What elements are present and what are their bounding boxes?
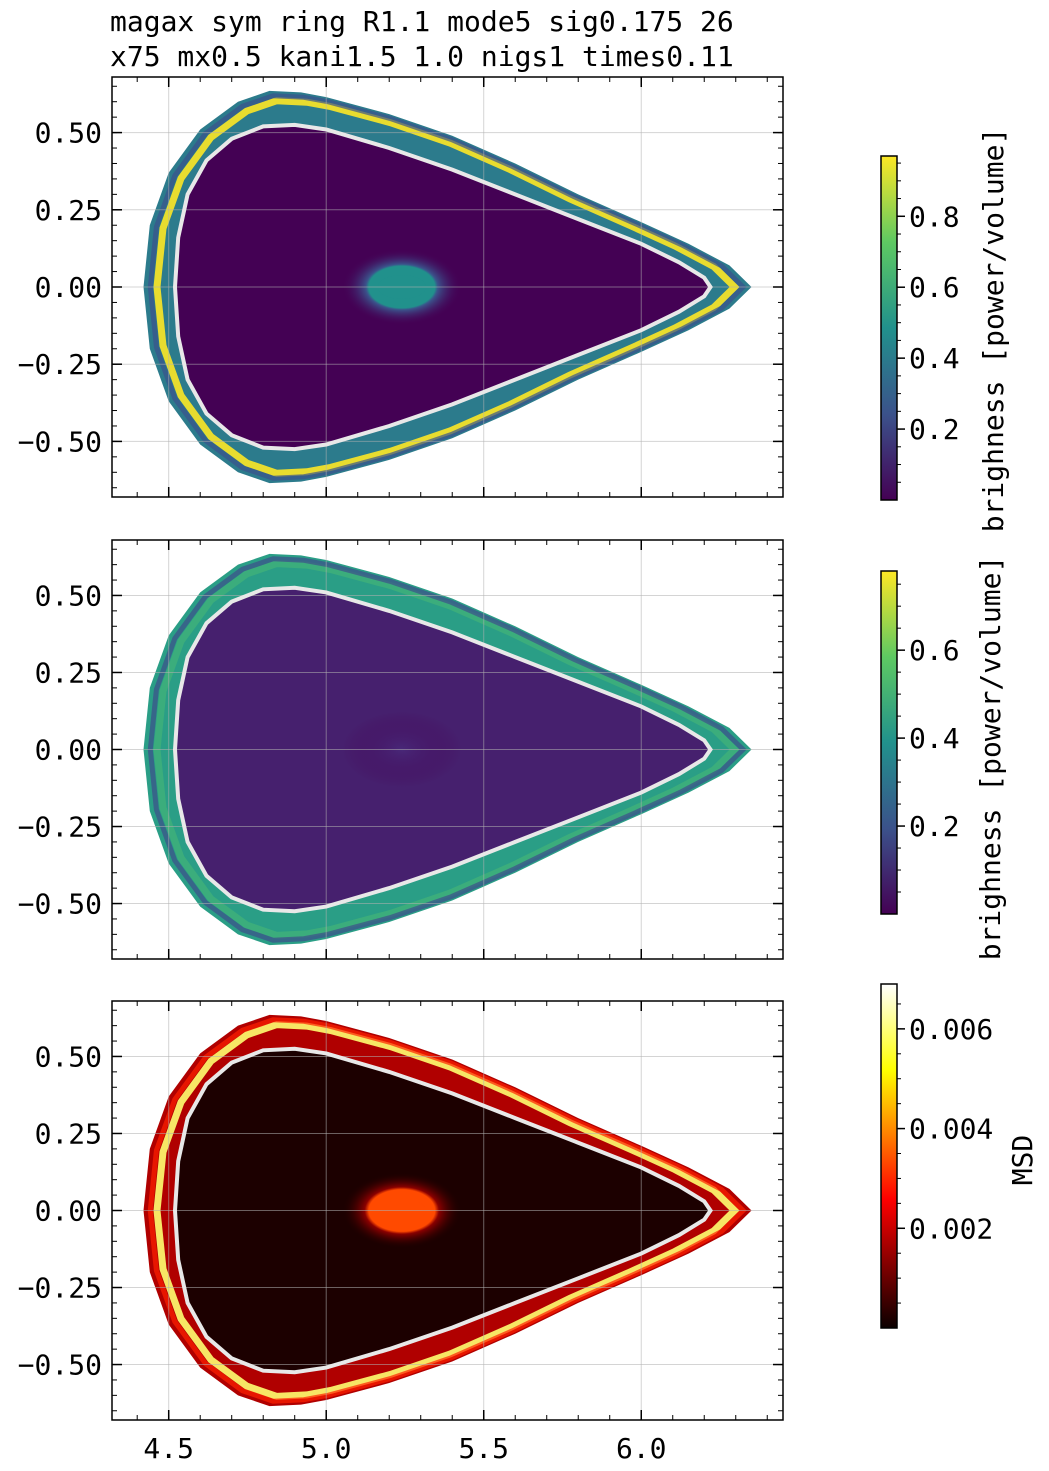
colorbar-label-bottom: MSD: [1006, 1135, 1039, 1186]
colorbar-tick-label: 0.2: [909, 810, 960, 843]
panel-bottom-msd: 0.50 0.25 0.00 −0.25 −0.50 4.5 5.0 5.5 6.0: [18, 1000, 784, 1465]
panel-top-brightness: 0.50 0.25 0.00 −0.25 −0.50: [18, 76, 784, 498]
y-tick-label: 0.50: [35, 1040, 102, 1073]
colorbar-label-middle: brighness [power/volume]: [974, 556, 1007, 961]
chart-title-line-2: x75 mx0.5 kani1.5 1.0 nigs1 times0.11: [110, 40, 734, 73]
y-tick-label: 0.25: [35, 1117, 102, 1150]
separatrix-line: [172, 122, 713, 452]
colorbar-top: 0.2 0.4 0.6 0.8: [880, 155, 960, 501]
x-tick-label: 6.0: [616, 1432, 667, 1465]
y-tick-label: 0.50: [35, 579, 102, 612]
y-tick-label: 0.50: [35, 117, 102, 150]
y-tick-label: −0.25: [18, 348, 102, 381]
colorbar-middle: 0.2 0.4 0.6: [880, 570, 960, 915]
y-tick-label: 0.00: [35, 271, 102, 304]
colorbar-bottom: 0.002 0.004 0.006: [880, 983, 993, 1329]
colorbar-gradient: [880, 983, 898, 1329]
colorbar-tick-label: 0.2: [909, 413, 960, 446]
x-tick-label: 5.5: [458, 1432, 509, 1465]
colorbar-gradient: [880, 155, 898, 501]
y-tick-label: −0.25: [18, 811, 102, 844]
colorbar-tick-label: 0.6: [909, 634, 960, 667]
y-tick-label: −0.50: [18, 1349, 102, 1382]
colorbar-tick-label: 0.006: [909, 1013, 993, 1046]
y-tick-label: 0.25: [35, 656, 102, 689]
x-tick-label: 4.5: [143, 1432, 194, 1465]
colorbar-label-top: brighness [power/volume]: [977, 128, 1010, 533]
colorbar-tick-label: 0.004: [909, 1113, 993, 1146]
chart-title-line-1: magax sym ring R1.1 mode5 sig0.175 26: [110, 5, 734, 38]
y-tick-label: 0.00: [35, 1195, 102, 1228]
colorbar-tick-label: 0.4: [909, 342, 960, 375]
colorbar-tick-label: 0.4: [909, 722, 960, 755]
x-tick-label: 5.0: [301, 1432, 352, 1465]
y-tick-label: 0.25: [35, 194, 102, 227]
colorbar-tick-label: 0.8: [909, 200, 960, 233]
separatrix-line: [172, 1046, 713, 1375]
y-tick-label: −0.50: [18, 425, 102, 458]
separatrix-line: [172, 585, 713, 914]
y-tick-label: −0.50: [18, 888, 102, 921]
y-tick-label: −0.25: [18, 1272, 102, 1305]
colorbar-gradient: [880, 570, 898, 915]
colorbar-tick-label: 0.002: [909, 1212, 993, 1245]
panel-middle-brightness: 0.50 0.25 0.00 −0.25 −0.50: [18, 539, 784, 960]
y-tick-label: 0.00: [35, 734, 102, 767]
colorbar-tick-label: 0.6: [909, 271, 960, 304]
